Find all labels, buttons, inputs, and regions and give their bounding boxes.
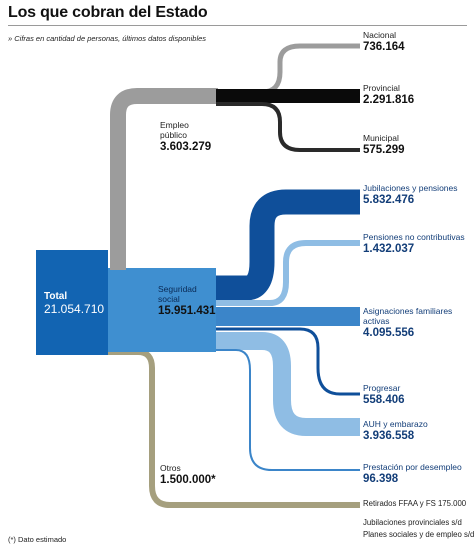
desempleo-label: Prestación por desempleo <box>363 462 462 472</box>
flow-progresar <box>216 327 360 396</box>
flow-jubilaciones <box>216 189 360 301</box>
progresar-label: Progresar <box>363 383 401 393</box>
municipal-value: 575.299 <box>363 144 405 156</box>
flow-asignaciones <box>216 307 360 326</box>
flow-otros <box>108 349 360 508</box>
progresar-value: 558.406 <box>363 394 405 406</box>
flow-empleo-publico <box>110 88 218 268</box>
jubilaciones-value: 5.832.476 <box>363 194 415 206</box>
asignaciones-label-1: Asignaciones familiares <box>363 306 453 316</box>
flow-provincial <box>216 89 360 103</box>
desempleo-value: 96.398 <box>363 473 399 485</box>
chart-subtitle: » Cifras en cantidad de personas, último… <box>8 34 207 43</box>
node-progresar: Progresar 558.406 <box>363 383 405 407</box>
node-seguridad-social: Seguridad social 15.951.431 <box>158 284 216 318</box>
flow-auh <box>216 332 360 436</box>
no-contributivas-label: Pensiones no contributivas <box>363 232 465 242</box>
flow-nacional <box>216 43 360 95</box>
node-nacional: Nacional 736.164 <box>363 30 405 54</box>
node-asignaciones: Asignaciones familiares activas 4.095.55… <box>363 306 452 340</box>
otros-value: 1.500.000* <box>160 474 216 486</box>
planes-sociales-text: Planes sociales y de empleo s/d <box>363 530 475 539</box>
municipal-label: Municipal <box>363 133 399 143</box>
empleo-label-1: Empleo <box>160 120 189 130</box>
node-pensiones-no-contributivas: Pensiones no contributivas 1.432.037 <box>363 232 465 256</box>
otros-label: Otros <box>160 463 181 473</box>
chart-title: Los que cobran del Estado <box>8 4 208 21</box>
jubilaciones-provinciales-text: Jubilaciones provinciales s/d <box>363 518 462 527</box>
total-label: Total <box>44 291 68 302</box>
title-divider <box>8 25 467 26</box>
provincial-label: Provincial <box>363 83 400 93</box>
flow-desempleo <box>216 349 360 471</box>
provincial-value: 2.291.816 <box>363 94 415 106</box>
node-provincial: Provincial 2.291.816 <box>363 83 414 107</box>
node-empleo-publico: Empleo público 3.603.279 <box>160 120 211 154</box>
jubilaciones-label: Jubilaciones y pensiones <box>363 183 458 193</box>
node-desempleo: Prestación por desempleo 96.398 <box>363 462 462 486</box>
asignaciones-value: 4.095.556 <box>363 327 415 339</box>
seguridad-value: 15.951.431 <box>158 305 216 317</box>
total-box <box>36 250 108 355</box>
empleo-label-2: público <box>160 130 187 140</box>
node-total: Total 21.054.710 <box>44 291 105 317</box>
total-value: 21.054.710 <box>44 302 105 316</box>
nacional-value: 736.164 <box>363 41 405 53</box>
seguridad-label-2: social <box>158 294 180 304</box>
no-contributivas-value: 1.432.037 <box>363 243 415 255</box>
nacional-label: Nacional <box>363 30 397 40</box>
retirados-text: Retirados FFAA y FS 175.000 <box>363 499 467 508</box>
seguridad-label-1: Seguridad <box>158 284 197 294</box>
auh-label: AUH y embarazo <box>363 419 428 429</box>
empleo-joint <box>110 262 126 270</box>
seguridad-social-box <box>108 268 216 352</box>
node-municipal: Municipal 575.299 <box>363 133 405 157</box>
asignaciones-label-2: activas <box>363 316 390 326</box>
flow-pensiones-no-contributivas <box>216 240 360 306</box>
node-jubilaciones: Jubilaciones y pensiones 5.832.476 <box>363 183 458 207</box>
auh-value: 3.936.558 <box>363 430 415 442</box>
flow-municipal <box>216 102 360 152</box>
node-otros: Otros 1.500.000* <box>160 463 216 487</box>
empleo-value: 3.603.279 <box>160 141 212 153</box>
footnote: (*) Dato estimado <box>8 535 67 544</box>
node-auh: AUH y embarazo 3.936.558 <box>363 419 428 443</box>
